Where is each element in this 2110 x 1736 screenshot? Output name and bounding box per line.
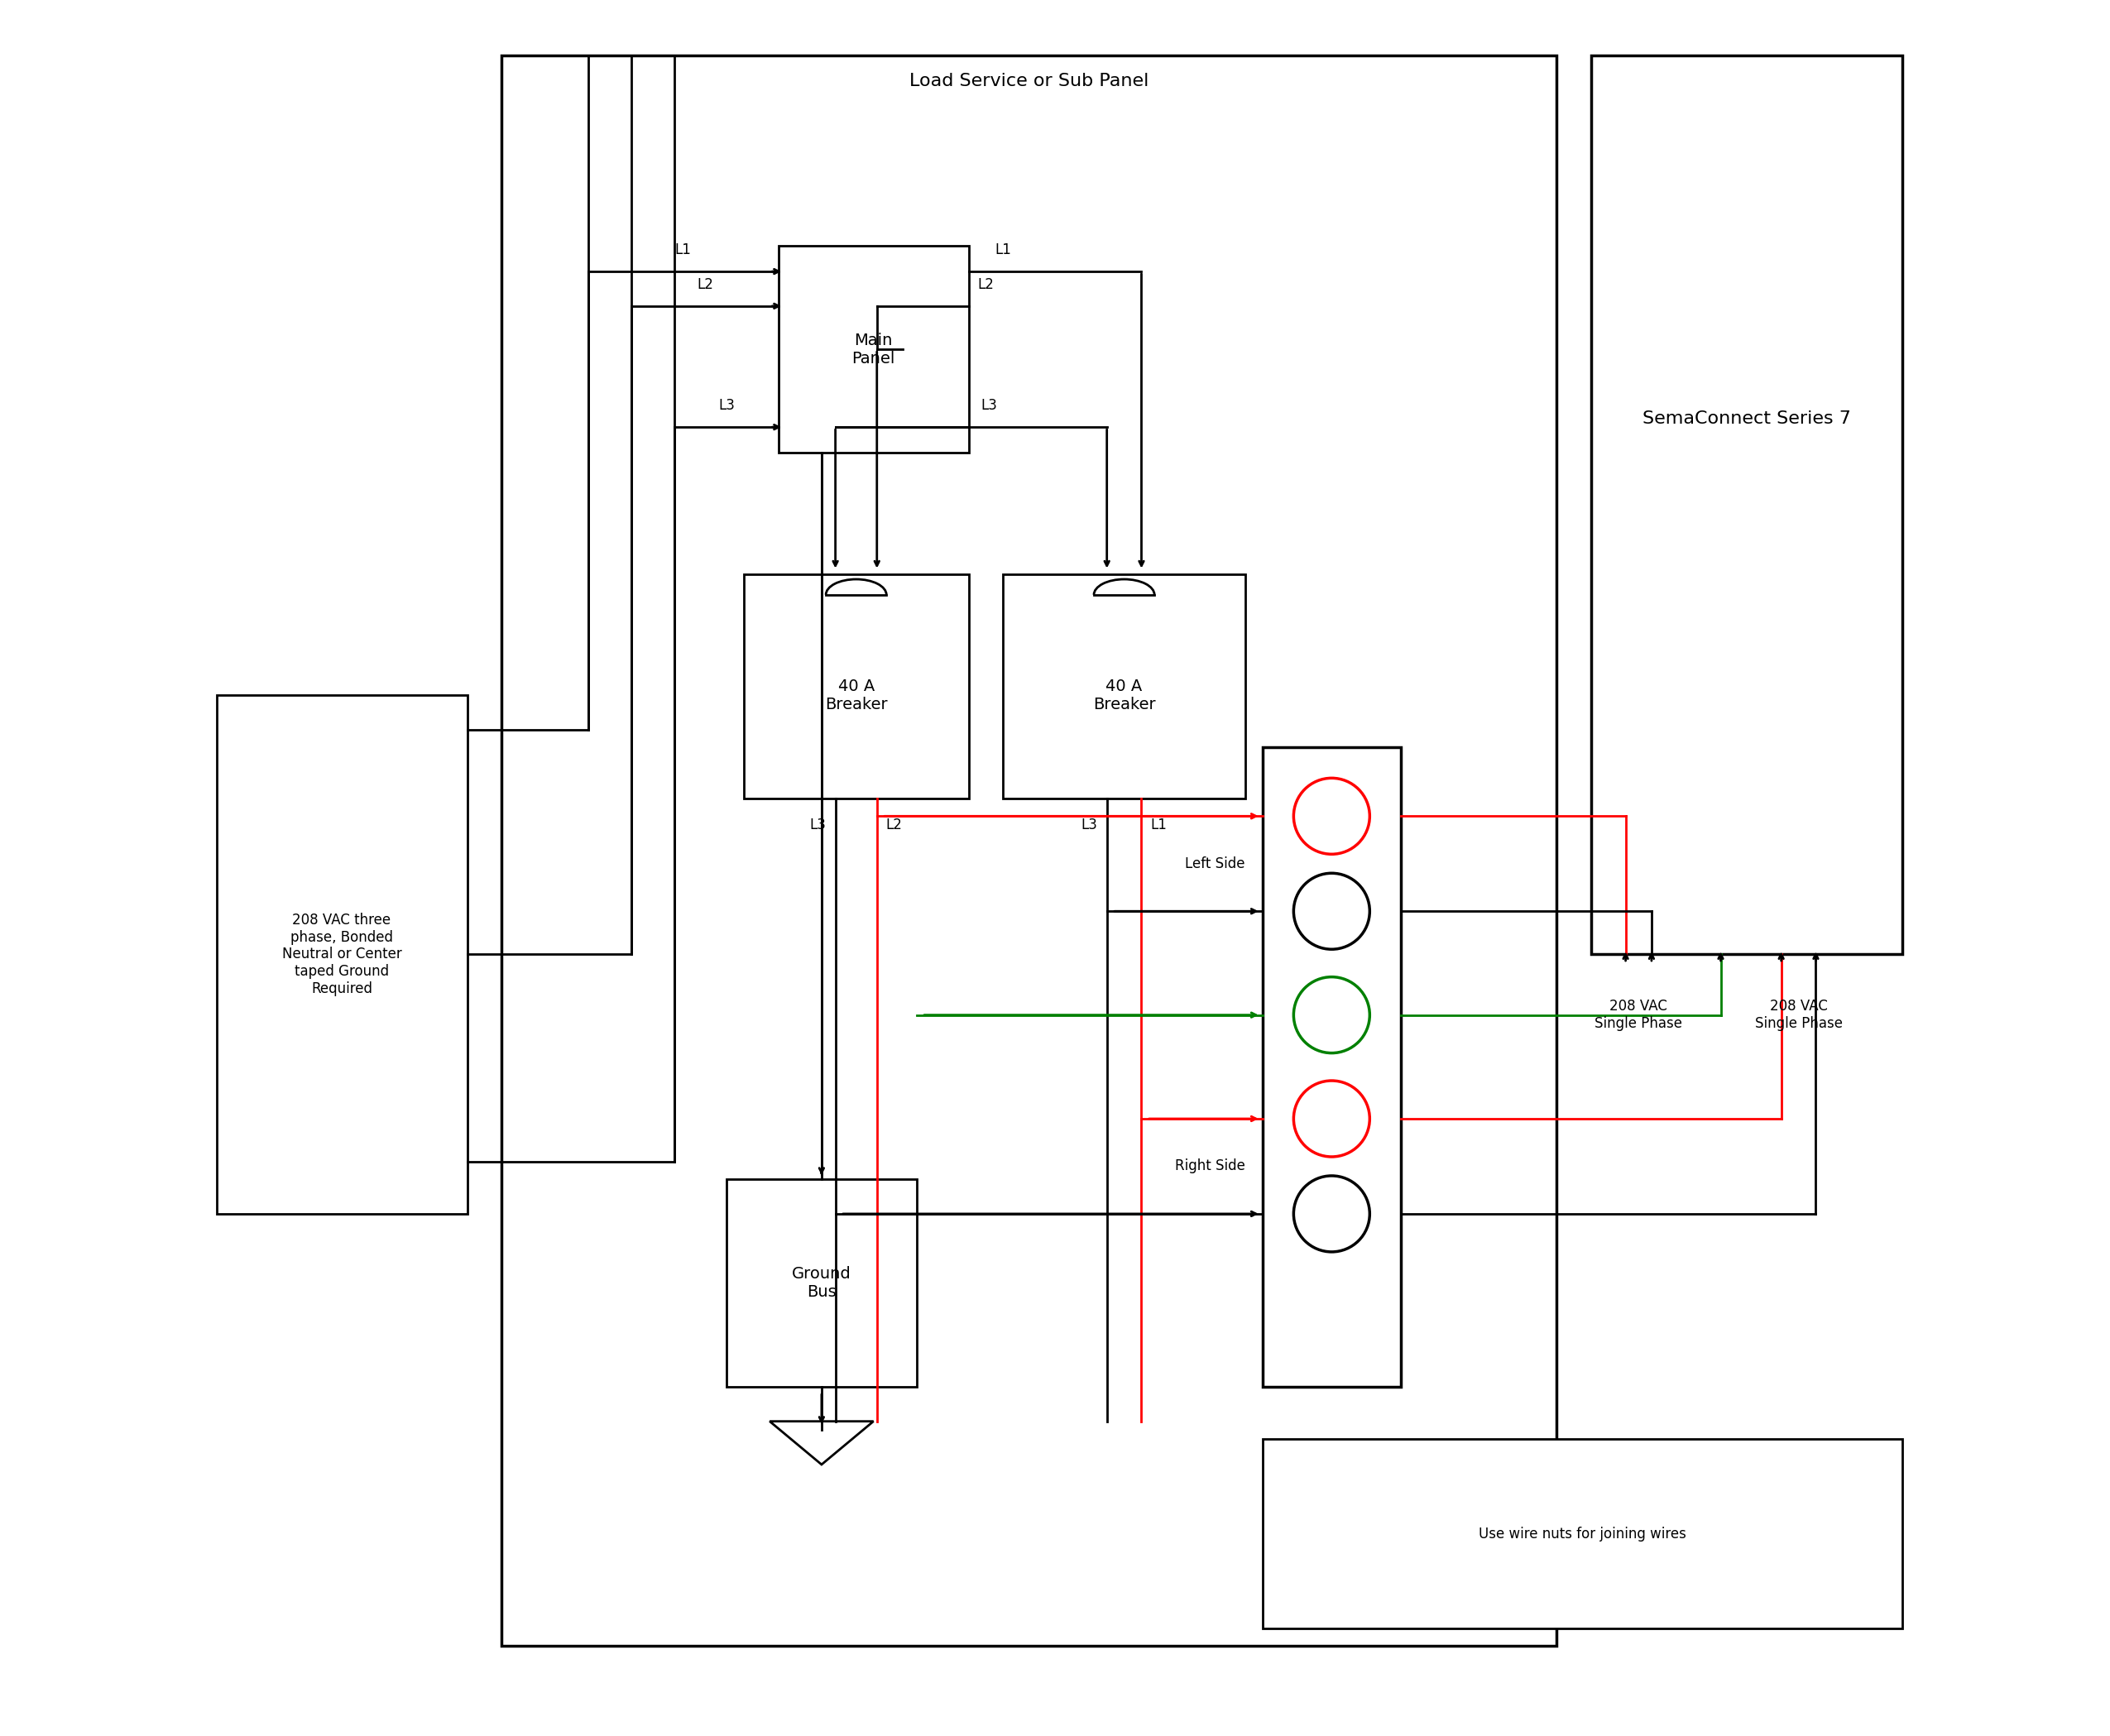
Text: 208 VAC three
phase, Bonded
Neutral or Center
taped Ground
Required: 208 VAC three phase, Bonded Neutral or C… [283,913,401,996]
Bar [726,1179,916,1387]
Text: L3: L3 [1080,818,1097,832]
Text: Load Service or Sub Panel: Load Service or Sub Panel [909,73,1148,90]
Text: L3: L3 [810,818,827,832]
Text: L2: L2 [886,818,903,832]
Text: L1: L1 [1150,818,1167,832]
Bar [1262,1439,1903,1628]
Text: 40 A
Breaker: 40 A Breaker [1093,679,1156,712]
Text: 208 VAC
Single Phase: 208 VAC Single Phase [1756,998,1842,1031]
Bar [1262,746,1401,1387]
Text: L1: L1 [675,243,692,257]
Bar [743,575,968,799]
Text: Right Side: Right Side [1175,1160,1245,1174]
Bar [1591,56,1903,955]
Bar [502,56,1557,1646]
Text: L2: L2 [977,278,994,292]
Bar [217,694,466,1213]
Text: L2: L2 [696,278,713,292]
Text: L3: L3 [981,398,998,413]
Text: Left Side: Left Side [1186,856,1245,871]
Text: Main
Panel: Main Panel [852,332,895,366]
Bar [1002,575,1245,799]
Text: Use wire nuts for joining wires: Use wire nuts for joining wires [1479,1526,1686,1542]
Text: Ground
Bus: Ground Bus [791,1266,850,1300]
Text: SemaConnect Series 7: SemaConnect Series 7 [1642,410,1850,427]
Text: 208 VAC
Single Phase: 208 VAC Single Phase [1595,998,1682,1031]
Text: 40 A
Breaker: 40 A Breaker [825,679,888,712]
Text: L1: L1 [996,243,1011,257]
Text: L3: L3 [717,398,734,413]
Bar [779,245,968,453]
